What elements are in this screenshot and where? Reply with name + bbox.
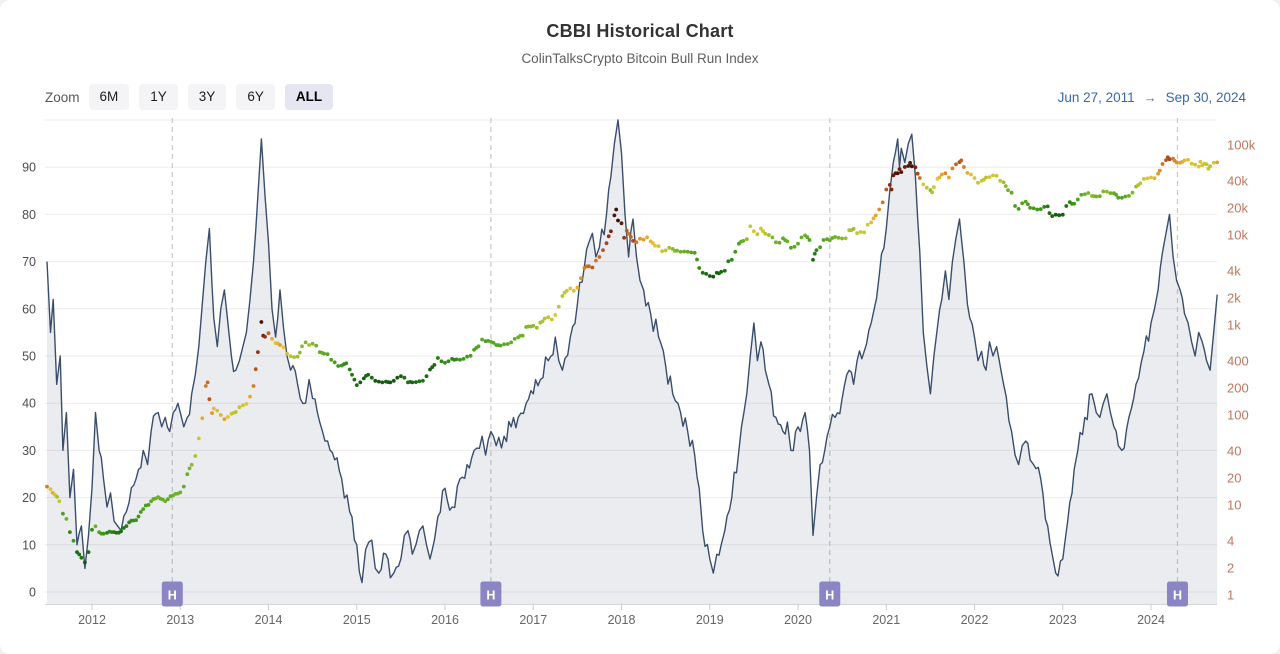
svg-text:40k: 40k — [1227, 173, 1248, 188]
svg-text:2013: 2013 — [166, 613, 194, 627]
svg-text:10: 10 — [1227, 498, 1241, 513]
left-axis-labels: 0 10 20 30 40 50 60 70 80 90 — [22, 161, 36, 600]
date-range-to[interactable]: Sep 30, 2024 — [1165, 89, 1246, 105]
svg-text:2023: 2023 — [1049, 613, 1077, 627]
svg-text:90: 90 — [22, 161, 36, 175]
plot-area[interactable] — [45, 118, 1217, 604]
svg-text:2024: 2024 — [1137, 613, 1165, 627]
x-axis-labels: 2012 2013 2014 2015 2016 2017 2018 2019 2020 2021… — [78, 604, 1165, 627]
svg-text:2016: 2016 — [431, 613, 459, 627]
svg-text:2022: 2022 — [961, 613, 989, 627]
svg-text:40: 40 — [22, 397, 36, 411]
svg-text:2k: 2k — [1227, 290, 1241, 305]
date-range: Jun 27, 2011 → Sep 30, 2024 — [1058, 90, 1246, 105]
zoom-button-all[interactable]: ALL — [284, 84, 334, 110]
svg-text:2019: 2019 — [696, 613, 724, 627]
right-axis-labels: 1 2 4 10 20 40 100 200 400 1k 2k 4k 10k 20k 40k 100k — [1227, 138, 1256, 603]
svg-text:2: 2 — [1227, 560, 1234, 575]
svg-text:50: 50 — [22, 350, 36, 364]
svg-text:20: 20 — [1227, 470, 1241, 485]
zoom-button-3y[interactable]: 3Y — [187, 84, 227, 110]
halving-marker — [480, 581, 502, 607]
svg-text:2012: 2012 — [78, 613, 106, 627]
halving-marker — [1166, 581, 1188, 607]
date-range-from[interactable]: Jun 27, 2011 — [1057, 89, 1135, 105]
range-selector-toolbar: Zoom 6M 1Y 3Y 6Y ALL Jun 27, 2011 → Sep … — [45, 83, 1246, 111]
svg-text:200: 200 — [1227, 380, 1249, 395]
halving-markers: HHHH — [161, 581, 1188, 607]
svg-text:2018: 2018 — [608, 613, 636, 627]
svg-text:70: 70 — [22, 255, 36, 269]
cbbi-line — [46, 119, 1218, 584]
svg-text:20: 20 — [22, 491, 36, 505]
svg-text:H: H — [486, 589, 495, 603]
svg-text:4: 4 — [1227, 533, 1234, 548]
svg-text:100k: 100k — [1227, 138, 1256, 153]
svg-text:2017: 2017 — [519, 613, 547, 627]
zoom-button-6m[interactable]: 6M — [88, 84, 130, 110]
svg-text:0: 0 — [29, 586, 36, 600]
svg-text:10k: 10k — [1227, 228, 1248, 243]
arrow-right-icon: → — [1143, 89, 1157, 105]
svg-text:2015: 2015 — [343, 613, 371, 627]
halving-marker — [161, 581, 183, 607]
zoom-label: Zoom — [45, 89, 80, 105]
svg-text:60: 60 — [22, 302, 36, 316]
svg-text:10: 10 — [22, 538, 36, 552]
svg-text:2014: 2014 — [255, 613, 283, 627]
halving-lines — [171, 118, 1179, 604]
gridlines — [45, 119, 1217, 593]
svg-text:H: H — [825, 589, 834, 603]
halving-marker — [819, 581, 841, 607]
svg-text:H: H — [1173, 589, 1182, 603]
svg-text:20k: 20k — [1227, 200, 1248, 215]
zoom-button-1y[interactable]: 1Y — [139, 84, 178, 110]
svg-text:80: 80 — [22, 208, 36, 222]
svg-text:2020: 2020 — [784, 613, 812, 627]
price-series — [45, 155, 1220, 565]
svg-text:40: 40 — [1227, 443, 1241, 458]
svg-text:1: 1 — [1227, 588, 1234, 603]
page-subtitle: ColinTalksCrypto Bitcoin Bull Run Index — [521, 51, 759, 66]
cbbi-area — [47, 120, 1218, 604]
svg-text:2021: 2021 — [872, 613, 900, 627]
svg-text:30: 30 — [22, 444, 36, 458]
svg-text:400: 400 — [1227, 353, 1249, 368]
zoom-button-6y[interactable]: 6Y — [236, 84, 275, 110]
page-title: CBBI Historical Chart — [546, 21, 734, 41]
svg-text:H: H — [168, 589, 177, 603]
svg-text:1k: 1k — [1227, 318, 1241, 333]
svg-text:100: 100 — [1227, 408, 1249, 423]
svg-text:4k: 4k — [1227, 263, 1241, 278]
